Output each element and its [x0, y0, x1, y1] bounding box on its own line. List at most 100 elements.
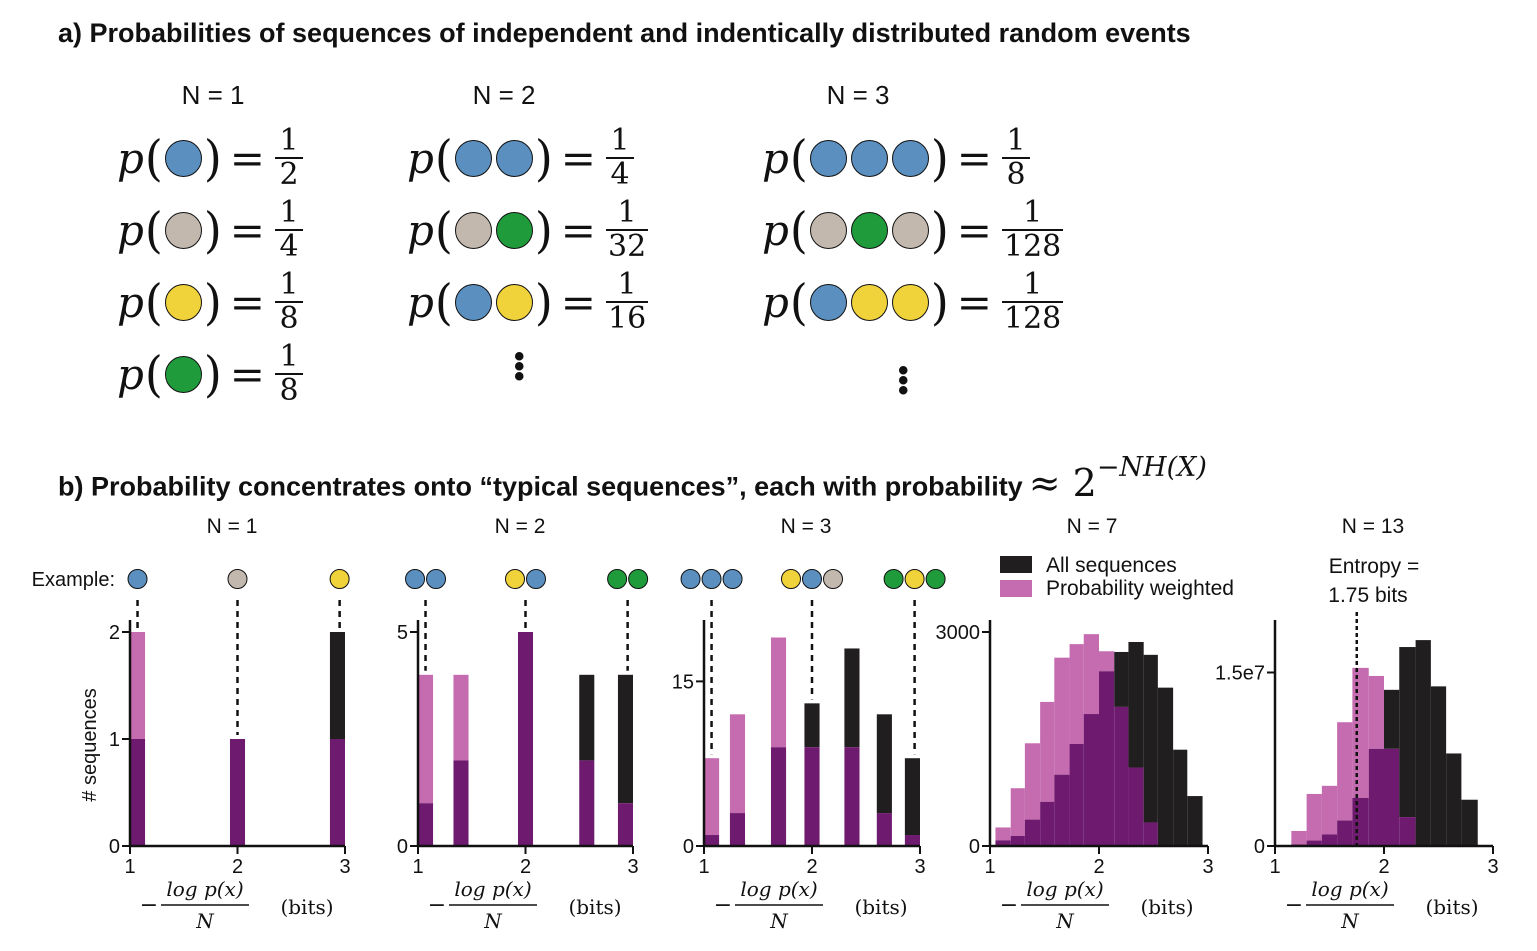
- fraction-bar: [1002, 301, 1064, 303]
- ball-yellow: [495, 283, 533, 321]
- n-label-group-2: N = 2: [472, 80, 536, 110]
- open-paren: (: [144, 201, 163, 259]
- y-tick-label: 0: [969, 836, 980, 858]
- n-label-group-3: N = 3: [826, 80, 890, 110]
- xlabel-numerator: log p(x): [454, 877, 531, 901]
- open-paren: (: [434, 201, 453, 259]
- legend-label-all-sequences: All sequences: [1046, 554, 1177, 577]
- bar-overlap: [1143, 822, 1158, 846]
- ball-green: [607, 569, 628, 589]
- x-tick-label: 1: [1269, 856, 1280, 878]
- fraction-numerator: 1: [617, 195, 637, 230]
- bar-overlap: [1368, 748, 1384, 846]
- probability-row: p() = 1 8: [762, 126, 1030, 190]
- fraction-denominator: 128: [1004, 301, 1062, 336]
- ball-yellow: [850, 283, 888, 321]
- close-paren: ): [930, 273, 949, 331]
- bar-overlap: [1399, 817, 1416, 846]
- xlabel-unit: (bits): [854, 895, 907, 919]
- open-paren: (: [144, 273, 163, 331]
- fraction-numerator: 1: [279, 267, 299, 302]
- y-tick-label: 0: [1254, 836, 1265, 858]
- bar-probability-weighted: [1083, 634, 1099, 715]
- x-tick-label: 1: [984, 856, 995, 878]
- legend-swatch-all-sequences: [1000, 556, 1032, 573]
- bar-overlap: [1040, 801, 1055, 846]
- fraction-denominator: 32: [608, 229, 647, 264]
- ball-yellow: [781, 569, 801, 589]
- p-symbol: p: [407, 133, 434, 183]
- bar-probability-weighted: [130, 632, 146, 739]
- fraction-numerator: 1: [279, 339, 299, 374]
- close-paren: ): [203, 201, 222, 259]
- ball-yellow: [891, 283, 929, 321]
- bar-overlap: [1099, 671, 1115, 846]
- bar-overlap: [1024, 819, 1041, 846]
- xlabel-minus: −: [1285, 893, 1303, 918]
- open-paren: (: [789, 273, 808, 331]
- x-tick-label: 3: [1487, 856, 1498, 878]
- section-a-title: a) Probabilities of sequences of indepen…: [58, 18, 1191, 49]
- n-label-group-1: N = 1: [181, 80, 245, 110]
- ball-green: [883, 569, 904, 589]
- fraction-denominator: 4: [610, 157, 630, 192]
- probability-row: p() = 1 128: [762, 270, 1064, 336]
- y-tick-label: 3000: [936, 622, 981, 644]
- equals-sign: =: [560, 133, 596, 183]
- panel-title: N = 13: [1342, 515, 1404, 538]
- equals-sign: =: [956, 277, 992, 327]
- fraction-bar: [275, 157, 303, 159]
- open-paren: (: [144, 129, 163, 187]
- ball-blue: [495, 139, 533, 177]
- panel-title: N = 2: [495, 515, 546, 538]
- fraction-denominator: 8: [279, 301, 299, 336]
- panel-title: N = 7: [1067, 515, 1118, 538]
- section-a-title-text: a) Probabilities of sequences of indepen…: [58, 18, 1191, 48]
- ellipsis-dots: • • •: [514, 340, 525, 393]
- bar-overlap: [1321, 834, 1338, 846]
- fraction-bar: [1002, 229, 1064, 231]
- equals-sign: =: [560, 205, 596, 255]
- ball-blue: [809, 139, 847, 177]
- ball-blue: [405, 569, 426, 589]
- ball-yellow: [164, 283, 202, 321]
- xlabel-minus: −: [428, 893, 446, 918]
- probability-row: p() = 1 128: [762, 198, 1064, 264]
- ball-blue: [850, 139, 888, 177]
- p-symbol: p: [762, 205, 789, 255]
- ball-blue: [454, 283, 492, 321]
- bar-probability-weighted: [1010, 788, 1025, 837]
- fraction-denominator: 128: [1004, 229, 1062, 264]
- bar-overlap: [876, 813, 892, 846]
- xlabel-denominator: N: [769, 909, 789, 933]
- bar-overlap: [1054, 774, 1070, 846]
- xlabel-numerator: log p(x): [1311, 877, 1388, 901]
- ball-blue: [127, 569, 148, 589]
- probability-row: p() = 1 16: [407, 270, 649, 334]
- close-paren: ): [930, 129, 949, 187]
- bar-overlap: [729, 813, 746, 846]
- x-tick-label: 3: [914, 856, 925, 878]
- ball-green: [164, 355, 202, 393]
- xlabel-numerator: log p(x): [1026, 877, 1103, 901]
- ball-yellow: [329, 569, 350, 589]
- probability-row: p() = 1 2: [117, 126, 303, 192]
- p-symbol: p: [117, 349, 144, 399]
- approx-exponent: −NH(X): [1096, 452, 1207, 483]
- bar-overlap: [1128, 767, 1144, 846]
- close-paren: ): [534, 273, 553, 331]
- section-b-title: b) Probability concentrates onto “typica…: [58, 452, 1207, 505]
- bar-all-sequences: [617, 674, 633, 804]
- probability-row: p() = 1 32: [407, 195, 649, 264]
- p-symbol: p: [762, 277, 789, 327]
- x-tick-label: 1: [412, 856, 423, 878]
- fraction-denominator: 2: [279, 157, 299, 192]
- equals-sign: =: [956, 133, 992, 183]
- bar-overlap: [1114, 706, 1129, 846]
- bar-probability-weighted: [418, 674, 434, 804]
- bar-overlap: [804, 747, 820, 846]
- ball-yellow: [505, 569, 525, 589]
- bar-probability-weighted: [1321, 785, 1338, 835]
